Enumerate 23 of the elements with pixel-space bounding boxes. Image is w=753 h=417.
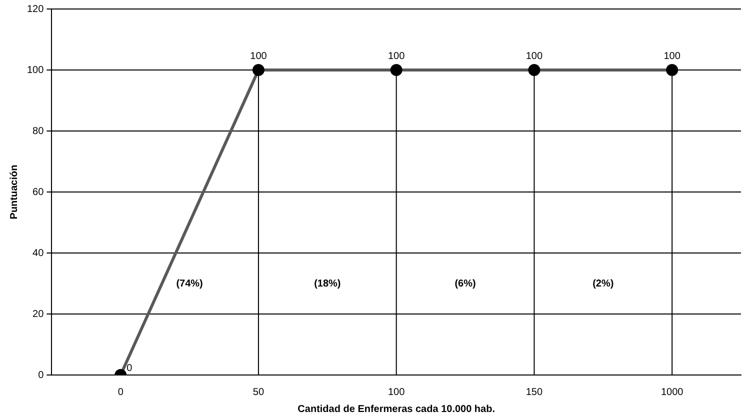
annotation: (2%) [592, 278, 614, 290]
y-tick-label: 80 [32, 126, 44, 137]
annotation: (6%) [454, 278, 476, 290]
x-tick-label: 1000 [660, 386, 684, 398]
y-tick-label: 40 [32, 248, 44, 259]
y-tick-label: 60 [32, 186, 44, 198]
x-tick-label: 150 [526, 386, 543, 398]
y-tick-label: 0 [38, 370, 44, 381]
data-label: 100 [664, 50, 681, 62]
annotation: (74%) [176, 278, 203, 290]
annotation: (18%) [314, 278, 341, 290]
y-tick-label: 100 [26, 64, 44, 76]
y-tick-label: 120 [26, 4, 44, 15]
x-axis-title: Cantidad de Enfermeras cada 10.000 hab. [298, 404, 496, 415]
y-tick-label: 20 [32, 308, 44, 320]
data-label: 0 [126, 362, 133, 374]
x-tick-label: 0 [118, 386, 124, 398]
data-label: 100 [250, 50, 268, 62]
data-label: 100 [388, 50, 406, 62]
y-axis-title: Puntuación [8, 164, 20, 220]
x-tick-label: 100 [388, 386, 406, 398]
data-label: 100 [526, 50, 543, 62]
x-tick-label: 50 [252, 386, 264, 398]
